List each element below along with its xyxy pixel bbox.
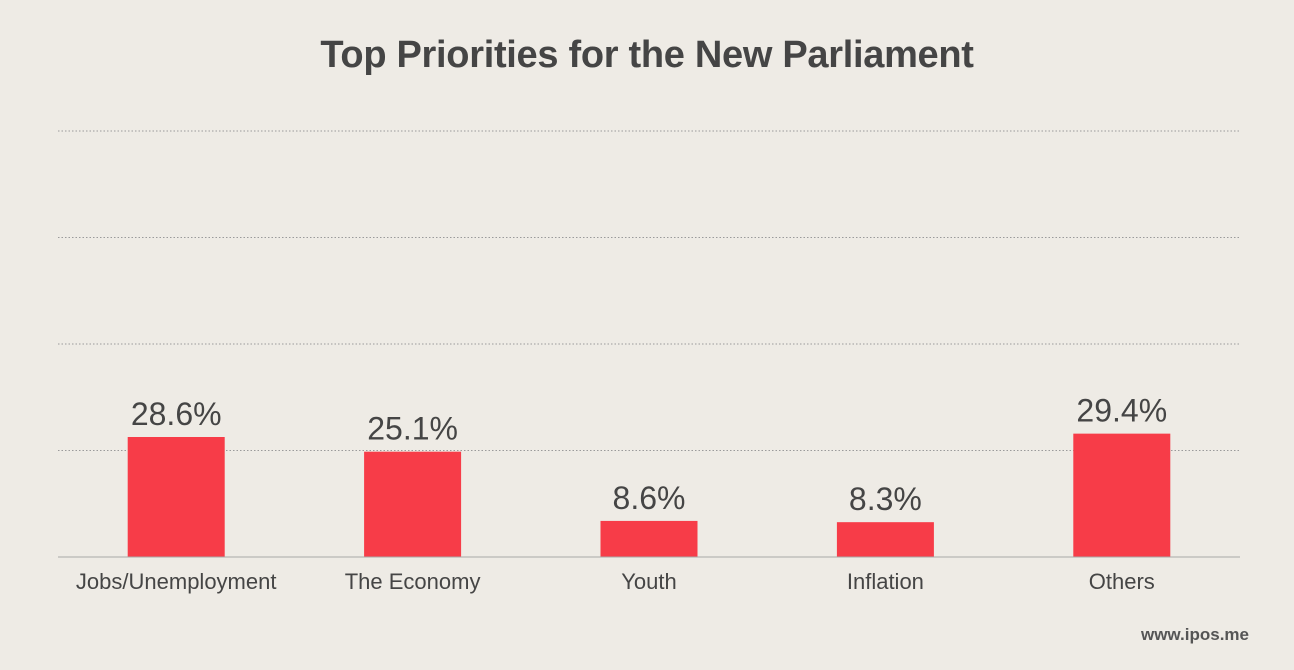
bar-others	[1073, 433, 1171, 557]
category-label: The Economy	[345, 569, 481, 594]
category-label: Jobs/Unemployment	[76, 569, 277, 594]
value-label: 8.6%	[613, 480, 686, 516]
category-label: Inflation	[847, 569, 924, 594]
value-label: 28.6%	[131, 396, 222, 432]
value-labels: 28.6% 25.1% 8.6% 8.3% 29.4%	[131, 393, 1167, 518]
category-label: Others	[1089, 569, 1155, 594]
value-label: 25.1%	[367, 411, 458, 447]
bar-youth	[600, 520, 698, 557]
value-label: 29.4%	[1076, 393, 1167, 429]
category-labels: Jobs/Unemployment The Economy Youth Inflati…	[76, 569, 1155, 594]
source-credit: www.ipos.me	[1140, 625, 1249, 644]
chart-title: Top Priorities for the New Parliament	[320, 34, 974, 76]
gridlines	[58, 130, 1240, 451]
value-label: 8.3%	[849, 481, 922, 517]
bar-jobs-unemployment	[127, 437, 225, 557]
category-label: Youth	[621, 569, 676, 594]
bars	[127, 433, 1171, 557]
bar-inflation	[836, 522, 934, 557]
bar-the-economy	[364, 451, 462, 557]
